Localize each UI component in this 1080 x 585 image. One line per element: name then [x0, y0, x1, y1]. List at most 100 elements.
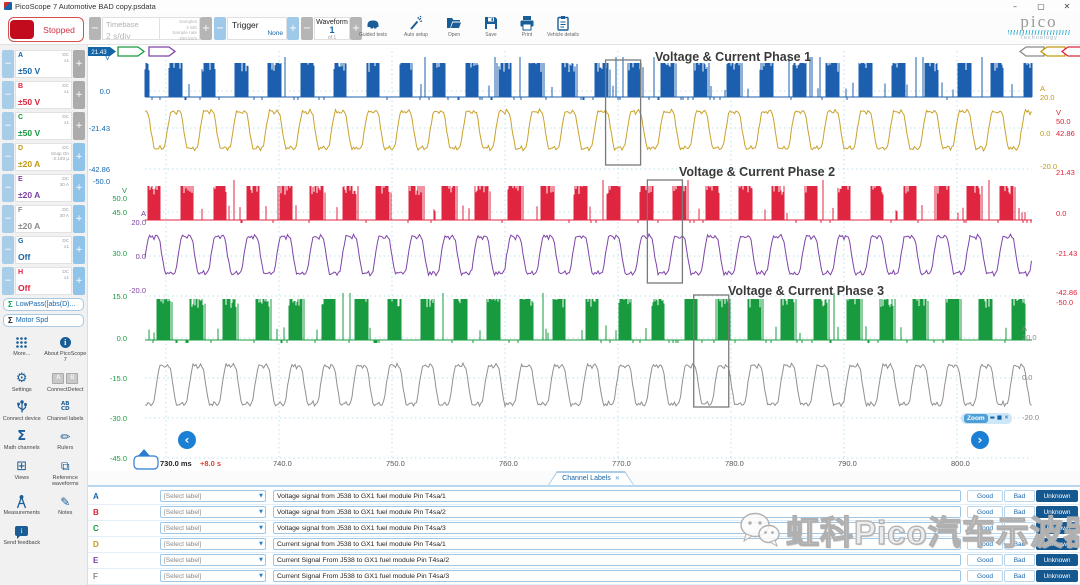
channel-C-increase-button[interactable]: + [73, 112, 85, 140]
math-channel-button-2[interactable]: Σ Motor Spd [3, 314, 84, 327]
signal-description-field-C[interactable]: Voltage signal from J538 to GX1 fuel mod… [273, 522, 961, 534]
channel-E-decrease-button[interactable]: − [2, 174, 14, 202]
label-select-dropdown-B[interactable]: [Select label] ▼ [160, 506, 266, 518]
trigger-increase-button[interactable]: + [287, 17, 299, 40]
toolbar-button-open[interactable]: Open [436, 15, 472, 43]
sidebar-tool-notes[interactable]: ✎ Notes [44, 494, 88, 517]
pan-left-button[interactable]: ‹ [178, 431, 196, 449]
channel-B-decrease-button[interactable]: − [2, 81, 14, 109]
rating-bad-button-A[interactable]: Bad [1004, 490, 1035, 502]
channel-A-increase-button[interactable]: + [73, 50, 85, 78]
channel-marker-flag-C[interactable] [117, 46, 146, 57]
tab-channel-labels[interactable]: Channel Labels ✕ [548, 471, 634, 485]
channel-marker-flag-B[interactable] [1060, 46, 1080, 57]
trigger-decrease-button[interactable]: − [214, 17, 226, 40]
toolbar-button-auto-setup[interactable]: Auto setup [398, 15, 434, 43]
channel-E-panel[interactable]: − E ±20 A DC 30 A + [2, 174, 85, 202]
sidebar-tool-connectdetect[interactable]: A B ConnectDetect [44, 371, 88, 393]
rating-unknown-button-C[interactable]: Unknown [1036, 522, 1078, 534]
timebase-panel[interactable]: Timebase 2 s/div [102, 17, 160, 41]
rating-bad-button-B[interactable]: Bad [1004, 506, 1035, 518]
rating-unknown-button-F[interactable]: Unknown [1036, 570, 1078, 582]
channel-B-body[interactable]: B ±50 V DC x1 [15, 81, 72, 109]
rating-bad-button-E[interactable]: Bad [1004, 554, 1035, 566]
channel-marker-flag-A[interactable]: 21.43 [88, 47, 116, 56]
zoom-minimize-icon[interactable]: ▬ [989, 414, 995, 421]
rating-good-button-B[interactable]: Good [967, 506, 1003, 518]
zoom-close-icon[interactable]: ✕ [1004, 414, 1009, 421]
channel-F-body[interactable]: F ±20 A DC 30 A [15, 205, 72, 233]
maximize-button[interactable]: ▢ [1037, 1, 1045, 11]
channel-A-decrease-button[interactable]: − [2, 50, 14, 78]
sidebar-tool-channel-labels[interactable]: AB CD Channel labels [44, 400, 88, 422]
rating-good-button-E[interactable]: Good [967, 554, 1003, 566]
signal-description-field-E[interactable]: Current Signal From J538 to GX1 fuel mod… [273, 554, 961, 566]
rating-bad-button-F[interactable]: Bad [1004, 570, 1035, 582]
toolbar-button-save[interactable]: Save [473, 15, 509, 43]
rating-good-button-F[interactable]: Good [967, 570, 1003, 582]
sidebar-tool-measurements[interactable]: Measurements [0, 494, 44, 516]
channel-H-decrease-button[interactable]: − [2, 267, 14, 295]
time-pan-handle[interactable] [133, 449, 159, 470]
stopped-button[interactable]: Stopped [8, 17, 84, 42]
rating-unknown-button-E[interactable]: Unknown [1036, 554, 1078, 566]
channel-D-body[interactable]: D ±20 A DC Snap On -2.193 µ [15, 143, 72, 171]
channel-F-increase-button[interactable]: + [73, 205, 85, 233]
channel-H-panel[interactable]: − H Off DC x1 + [2, 267, 85, 295]
waveform-decrease-button[interactable]: − [301, 17, 313, 40]
channel-F-panel[interactable]: − F ±20 A DC 30 A + [2, 205, 85, 233]
sidebar-tool-connect-device[interactable]: Connect device [0, 400, 44, 422]
label-select-dropdown-D[interactable]: [Select label] ▼ [160, 538, 266, 550]
sidebar-tool-more-[interactable]: More... [0, 335, 44, 364]
sidebar-tool-about-picoscope-7[interactable]: i About PicoScope 7 [44, 335, 88, 364]
channel-A-body[interactable]: A ±50 V DC x1 [15, 50, 72, 78]
tab-close-icon[interactable]: ✕ [614, 475, 620, 482]
channel-G-body[interactable]: G Off DC x1 [15, 236, 72, 264]
rating-bad-button-D[interactable]: Bad [1004, 538, 1035, 550]
channel-E-increase-button[interactable]: + [73, 174, 85, 202]
channel-G-panel[interactable]: − G Off DC x1 + [2, 236, 85, 264]
pan-right-button[interactable]: › [971, 431, 989, 449]
channel-marker-flag-E[interactable] [148, 46, 177, 57]
label-select-dropdown-F[interactable]: [Select label] ▼ [160, 570, 266, 582]
channel-G-decrease-button[interactable]: − [2, 236, 14, 264]
rating-good-button-C[interactable]: Good [967, 522, 1003, 534]
channel-D-decrease-button[interactable]: − [2, 143, 14, 171]
label-select-dropdown-C[interactable]: [Select label] ▼ [160, 522, 266, 534]
channel-C-body[interactable]: C ±50 V DC x1 [15, 112, 72, 140]
channel-C-panel[interactable]: − C ±50 V DC x1 + [2, 112, 85, 140]
label-select-dropdown-A[interactable]: [Select label] ▼ [160, 490, 266, 502]
label-select-dropdown-E[interactable]: [Select label] ▼ [160, 554, 266, 566]
waveform-increase-button[interactable]: + [350, 17, 362, 40]
signal-description-field-D[interactable]: Current signal from J538 to GX1 fuel mod… [273, 538, 961, 550]
timebase-decrease-button[interactable]: − [89, 17, 101, 40]
sidebar-tool-views[interactable]: ⊞ Views [0, 459, 44, 488]
channel-D-panel[interactable]: − D ±20 A DC Snap On -2.193 µ + [2, 143, 85, 171]
toolbar-button-vehicle-details[interactable]: Vehicle details [545, 15, 581, 43]
sidebar-tool-reference-waveforms[interactable]: ⧉ Reference waveforms [44, 459, 88, 488]
signal-description-field-B[interactable]: Voltage signal from J538 to GX1 fuel mod… [273, 506, 961, 518]
sidebar-tool-settings[interactable]: ⚙ Settings [0, 371, 44, 393]
sidebar-tool-math-channels[interactable]: Σ Math channels [0, 429, 44, 451]
rating-bad-button-C[interactable]: Bad [1004, 522, 1035, 534]
channel-G-increase-button[interactable]: + [73, 236, 85, 264]
close-button[interactable]: ✕ [1063, 1, 1071, 11]
channel-H-body[interactable]: H Off DC x1 [15, 267, 72, 295]
sidebar-tool-send-feedback[interactable]: i Send feedback [0, 524, 44, 546]
channel-B-panel[interactable]: − B ±50 V DC x1 + [2, 81, 85, 109]
channel-H-increase-button[interactable]: + [73, 267, 85, 295]
signal-description-field-F[interactable]: Current Signal From J538 to GX1 fuel mod… [273, 570, 961, 582]
minimize-button[interactable]: – [1013, 1, 1017, 11]
toolbar-button-print[interactable]: Print [509, 15, 545, 43]
rating-unknown-button-D[interactable]: Unknown [1036, 538, 1078, 550]
timebase-increase-button[interactable]: + [200, 17, 212, 40]
channel-C-decrease-button[interactable]: − [2, 112, 14, 140]
waveform-panel[interactable]: Waveform 1 of 1 [314, 17, 350, 41]
rating-unknown-button-B[interactable]: Unknown [1036, 506, 1078, 518]
sidebar-tool-rulers[interactable]: ✏ Rulers [44, 429, 88, 452]
zoom-maximize-icon[interactable]: ■ [996, 414, 1003, 421]
trigger-panel[interactable]: Trigger None [227, 17, 287, 40]
channel-F-decrease-button[interactable]: − [2, 205, 14, 233]
channel-A-panel[interactable]: − A ±50 V DC x1 + [2, 50, 85, 78]
rating-good-button-D[interactable]: Good [967, 538, 1003, 550]
